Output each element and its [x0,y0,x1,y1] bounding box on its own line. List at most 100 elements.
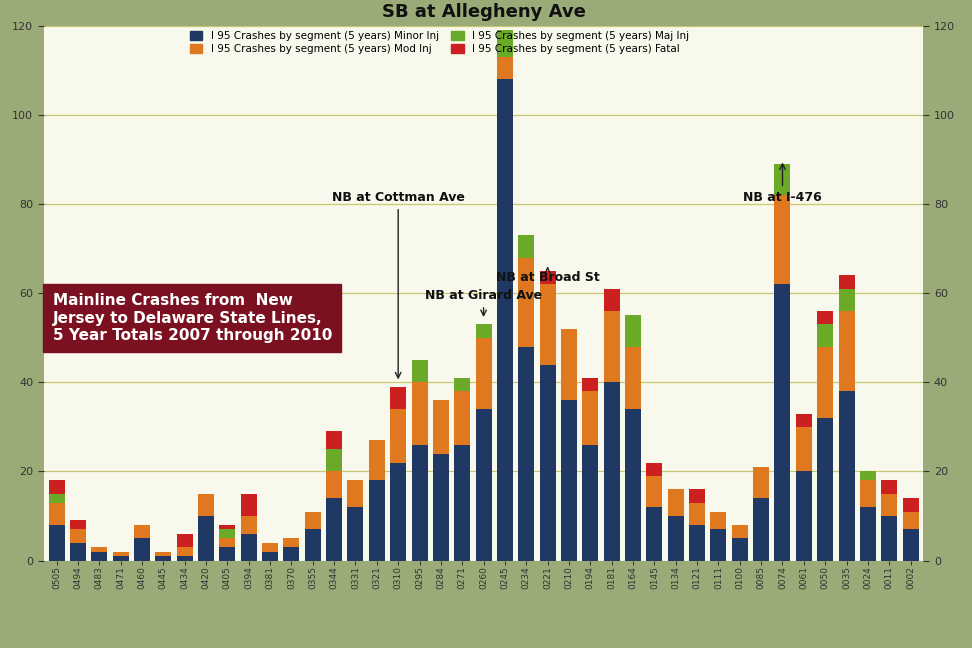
Bar [198,516,214,561]
Bar [711,511,726,529]
Bar [70,543,86,561]
Bar [241,516,257,534]
Bar [177,556,192,561]
Bar [518,258,535,347]
Bar [839,289,854,311]
Bar [497,80,513,561]
Bar [91,547,107,551]
Bar [539,284,556,365]
Bar [134,538,150,561]
Bar [689,489,705,503]
Bar [475,325,492,338]
Bar [775,164,790,195]
Bar [390,409,406,463]
Bar [305,511,321,529]
Bar [903,498,919,511]
Bar [198,494,214,516]
Bar [475,409,492,561]
Bar [433,454,449,561]
Bar [561,329,577,400]
Bar [839,391,854,561]
Bar [497,57,513,80]
Bar [347,480,364,507]
Bar [817,325,833,347]
Bar [327,432,342,449]
Bar [241,494,257,516]
Bar [539,365,556,561]
Bar [582,445,599,561]
Bar [411,382,428,445]
Bar [347,507,364,561]
Bar [454,378,470,391]
Bar [796,472,812,561]
Bar [625,316,641,347]
Bar [241,534,257,561]
Bar [454,391,470,445]
Bar [646,476,662,507]
Bar [753,467,769,498]
Bar [817,311,833,325]
Bar [839,275,854,289]
Bar [882,516,897,561]
Bar [711,529,726,561]
Bar [305,529,321,561]
Bar [604,382,620,561]
Bar [860,472,876,480]
Bar [49,480,64,494]
Legend: I 95 Crashes by segment (5 years) Minor Inj, I 95 Crashes by segment (5 years) M: I 95 Crashes by segment (5 years) Minor … [190,31,689,54]
Bar [689,503,705,525]
Text: NB at Broad St: NB at Broad St [496,268,600,284]
Bar [860,507,876,561]
Bar [284,547,299,561]
Bar [368,480,385,561]
Bar [646,507,662,561]
Bar [454,445,470,561]
Text: Mainline Crashes from  New
Jersey to Delaware State Lines,
5 Year Totals 2007 th: Mainline Crashes from New Jersey to Dela… [52,294,331,343]
Bar [539,271,556,284]
Bar [327,449,342,472]
Bar [775,195,790,284]
Bar [113,556,128,561]
Bar [411,360,428,382]
Bar [753,498,769,561]
Bar [134,525,150,538]
Bar [582,378,599,391]
Bar [327,498,342,561]
Bar [411,445,428,561]
Bar [49,503,64,525]
Bar [156,556,171,561]
Bar [220,529,235,538]
Bar [518,347,535,561]
Bar [433,400,449,454]
Bar [156,551,171,556]
Bar [839,311,854,391]
Bar [390,387,406,409]
Bar [732,538,747,561]
Bar [668,516,683,561]
Bar [220,547,235,561]
Bar [796,413,812,427]
Bar [775,284,790,561]
Bar [732,525,747,538]
Text: NB at Girard Ave: NB at Girard Ave [425,289,542,316]
Bar [604,289,620,311]
Bar [625,409,641,561]
Bar [390,463,406,561]
Bar [262,543,278,551]
Bar [177,547,192,556]
Bar [368,440,385,480]
Bar [177,534,192,547]
Bar [796,427,812,472]
Bar [882,480,897,494]
Bar [49,494,64,503]
Bar [646,463,662,476]
Text: NB at Cottman Ave: NB at Cottman Ave [331,191,465,378]
Bar [497,30,513,57]
Text: NB at I-476: NB at I-476 [744,164,822,204]
Bar [604,311,620,382]
Bar [70,520,86,529]
Bar [625,347,641,409]
Bar [689,525,705,561]
Bar [582,391,599,445]
Bar [561,400,577,561]
